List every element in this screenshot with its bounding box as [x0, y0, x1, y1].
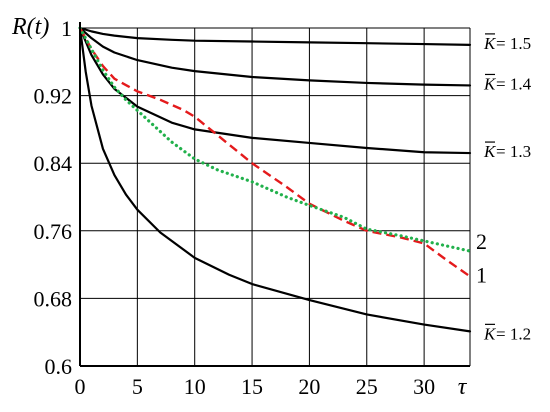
curve-label-value: = 1.2 [496, 324, 531, 343]
x-tick-label: 15 [241, 374, 263, 399]
x-axis-title: τ [458, 374, 468, 400]
series-end-label: 2 [476, 229, 487, 254]
curve-label-value: = 1.4 [496, 74, 532, 93]
curve-labels: K = 1.5K = 1.4K = 1.3K = 1.221 [476, 33, 532, 343]
y-tick-label: 0.68 [34, 286, 73, 311]
x-tick-label: 30 [413, 374, 435, 399]
curve-label-symbol: K [483, 142, 497, 161]
axes [79, 22, 470, 367]
curve-label-symbol: K [483, 74, 497, 93]
curve-label-value: = 1.3 [496, 142, 531, 161]
x-tick-label: 5 [132, 374, 143, 399]
y-tick-label: 0.6 [45, 354, 73, 379]
curve-label-k: K = 1.4 [483, 73, 532, 93]
series-line-2 [78, 26, 472, 155]
x-tick-label: 10 [184, 374, 206, 399]
y-tick-label: 0.84 [34, 151, 73, 176]
x-tick-label: 0 [75, 374, 86, 399]
series-line-5 [78, 26, 472, 253]
series-line-4 [78, 27, 471, 278]
series-lines [78, 26, 472, 333]
y-axis-title: R(t) [11, 14, 49, 40]
series-line-3 [78, 26, 472, 333]
curve-label-symbol: K [483, 34, 497, 53]
curve-label-value: = 1.5 [496, 34, 531, 53]
series-line-1 [78, 26, 472, 87]
y-tick-label: 0.76 [34, 219, 73, 244]
y-tick-label: 1 [61, 16, 72, 41]
curve-label-symbol: K [483, 324, 497, 343]
curve-label-k: K = 1.3 [483, 141, 531, 161]
series-line-0 [78, 26, 472, 46]
curve-label-k: K = 1.5 [483, 33, 531, 53]
y-tick-label: 0.92 [34, 84, 73, 109]
x-tick-label: 25 [356, 374, 378, 399]
curve-label-k: K = 1.2 [483, 323, 531, 343]
series-end-label: 1 [476, 262, 487, 287]
x-tick-label: 20 [298, 374, 320, 399]
